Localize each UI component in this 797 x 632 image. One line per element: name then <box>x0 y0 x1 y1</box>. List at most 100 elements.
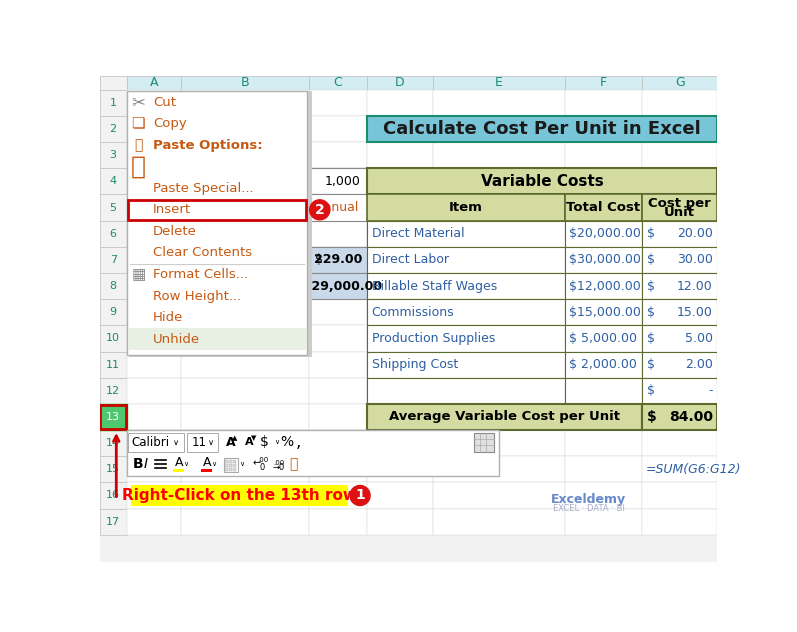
Text: $12,000.00: $12,000.00 <box>569 279 641 293</box>
Bar <box>233 468 236 471</box>
Text: 9: 9 <box>110 307 116 317</box>
Bar <box>642 76 717 90</box>
Text: F: F <box>600 76 607 89</box>
Text: Hide: Hide <box>153 311 183 324</box>
Bar <box>564 273 642 299</box>
Bar <box>564 482 642 509</box>
Text: Direct Labor: Direct Labor <box>371 253 449 266</box>
Bar <box>433 168 564 195</box>
Bar <box>127 91 308 355</box>
Bar <box>181 142 309 168</box>
Text: 5.00: 5.00 <box>685 332 713 345</box>
Bar <box>181 221 309 246</box>
Text: 7: 7 <box>110 255 116 265</box>
Bar <box>100 482 127 509</box>
Bar <box>642 168 717 195</box>
Bar <box>367 221 433 246</box>
Bar <box>181 90 309 116</box>
Bar <box>127 273 181 299</box>
Bar <box>127 195 181 221</box>
Bar <box>100 351 127 378</box>
Bar <box>309 430 367 456</box>
Text: 4: 4 <box>110 176 116 186</box>
Bar <box>642 378 717 404</box>
Bar <box>564 351 642 378</box>
Bar <box>127 404 181 430</box>
Bar <box>127 299 181 325</box>
Text: B: B <box>133 457 143 471</box>
Text: A: A <box>150 76 158 89</box>
Text: D: D <box>395 76 405 89</box>
Bar <box>642 221 717 246</box>
Text: Billable Staff Wages: Billable Staff Wages <box>371 279 497 293</box>
Bar <box>127 325 181 351</box>
Bar <box>564 195 642 221</box>
Text: Insert: Insert <box>153 204 191 216</box>
Text: ∨: ∨ <box>273 439 279 446</box>
Bar <box>181 76 309 90</box>
Bar <box>367 246 433 273</box>
Bar <box>642 273 717 299</box>
Bar <box>433 509 564 535</box>
Bar <box>367 456 433 482</box>
Bar <box>127 90 181 116</box>
Bar <box>100 378 127 404</box>
Text: $: $ <box>647 227 655 240</box>
Text: ✂: ✂ <box>132 93 145 111</box>
Bar <box>128 433 184 452</box>
Text: $229,000.00: $229,000.00 <box>294 279 382 293</box>
Bar <box>367 221 564 246</box>
Bar <box>229 460 232 463</box>
Text: Total Cost: Total Cost <box>567 201 641 214</box>
Bar <box>100 430 127 456</box>
Bar <box>309 168 367 195</box>
Bar <box>100 246 127 273</box>
Bar <box>127 430 499 477</box>
Bar <box>309 404 367 430</box>
Bar <box>433 351 564 378</box>
Bar <box>229 464 232 467</box>
Bar <box>367 378 433 404</box>
Bar <box>225 458 238 471</box>
Bar <box>564 90 642 116</box>
Text: 5: 5 <box>110 202 116 212</box>
Bar <box>564 246 642 273</box>
Bar <box>642 142 717 168</box>
Text: 📋: 📋 <box>131 155 146 179</box>
Text: $: $ <box>647 253 655 266</box>
Bar <box>564 430 642 456</box>
Bar <box>100 456 127 482</box>
Bar <box>181 509 309 535</box>
Bar <box>642 325 717 351</box>
Text: 16: 16 <box>106 490 120 501</box>
Text: ost Per Unit: ost Per Unit <box>234 253 306 266</box>
Bar <box>642 90 717 116</box>
Bar <box>309 325 367 351</box>
Text: $ 2,000.00: $ 2,000.00 <box>569 358 637 371</box>
Bar <box>233 460 236 463</box>
Text: Cost per: Cost per <box>648 197 711 210</box>
Text: 📋: 📋 <box>134 138 143 152</box>
Text: $15,000.00: $15,000.00 <box>569 306 641 319</box>
Bar <box>233 464 236 467</box>
Bar <box>367 351 564 378</box>
Text: 229.00: 229.00 <box>314 253 363 266</box>
Bar <box>433 404 564 430</box>
Text: /Served: /Served <box>257 175 306 188</box>
Text: Unit: Unit <box>664 207 695 219</box>
Text: ▼: ▼ <box>251 435 256 442</box>
Bar <box>187 433 218 452</box>
Bar <box>433 299 564 325</box>
Bar <box>433 456 564 482</box>
Bar <box>309 351 367 378</box>
Text: 15.00: 15.00 <box>677 306 713 319</box>
Text: ∨: ∨ <box>183 461 188 467</box>
Bar <box>309 76 367 90</box>
Text: ∨: ∨ <box>211 461 216 467</box>
Bar <box>433 116 564 142</box>
Bar <box>433 325 564 351</box>
Text: $20,000.00: $20,000.00 <box>569 227 641 240</box>
Bar <box>564 221 642 246</box>
Text: Unhide: Unhide <box>153 332 200 346</box>
Bar <box>367 116 717 142</box>
